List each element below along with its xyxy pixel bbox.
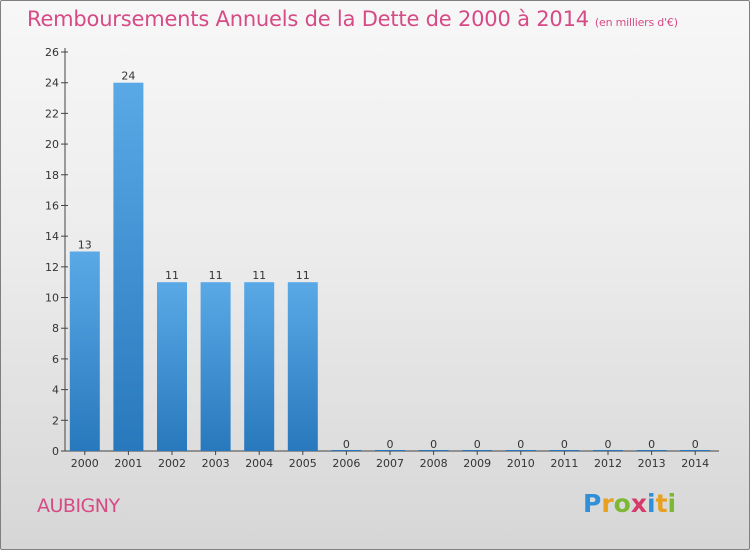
logo-letter: r xyxy=(601,489,614,518)
y-tick-label: 14 xyxy=(45,230,59,243)
bar-value-label: 0 xyxy=(387,438,394,451)
logo-letter: i xyxy=(667,489,677,518)
x-tick-label: 2004 xyxy=(245,457,273,470)
bar xyxy=(157,282,187,451)
bar-value-label: 0 xyxy=(692,438,699,451)
x-tick-label: 2008 xyxy=(420,457,448,470)
y-tick-label: 16 xyxy=(45,199,59,212)
bar xyxy=(69,251,100,451)
bar xyxy=(680,450,711,451)
x-tick-label: 2001 xyxy=(114,457,142,470)
bar-value-label: 11 xyxy=(296,269,310,282)
y-tick-label: 10 xyxy=(45,292,59,305)
bar xyxy=(549,450,580,451)
y-tick-label: 18 xyxy=(45,169,59,182)
x-tick-label: 2006 xyxy=(332,457,360,470)
y-tick-label: 22 xyxy=(45,107,59,120)
bar-value-label: 0 xyxy=(605,438,612,451)
city-name: AUBIGNY xyxy=(37,495,120,517)
x-tick-label: 2007 xyxy=(376,457,404,470)
bar xyxy=(375,450,405,451)
bar xyxy=(287,282,318,451)
logo-letter: i xyxy=(647,489,656,518)
chart-title-unit: (en milliers d'€) xyxy=(594,16,678,29)
bar xyxy=(462,450,493,451)
bar-value-label: 11 xyxy=(165,269,179,282)
bar xyxy=(113,82,144,451)
chart-title-text: Remboursements Annuels de la Dette de 20… xyxy=(27,7,589,31)
bar-value-label: 0 xyxy=(343,438,350,451)
x-tick-label: 2013 xyxy=(638,457,666,470)
bar-value-label: 13 xyxy=(78,239,92,252)
bar-value-label: 11 xyxy=(209,269,223,282)
y-tick-label: 12 xyxy=(45,261,59,274)
y-tick-label: 20 xyxy=(45,138,59,151)
bar xyxy=(244,282,275,451)
bar-value-label: 0 xyxy=(561,438,568,451)
y-tick-label: 8 xyxy=(52,322,59,335)
logo-letter: o xyxy=(613,489,631,518)
bar xyxy=(636,450,667,451)
y-tick-label: 0 xyxy=(52,445,59,458)
proxiti-logo: Proxiti xyxy=(583,489,676,518)
x-tick-label: 2009 xyxy=(463,457,491,470)
y-tick-label: 2 xyxy=(52,414,59,427)
bar-value-label: 0 xyxy=(517,438,524,451)
x-tick-label: 2010 xyxy=(507,457,535,470)
x-tick-label: 2012 xyxy=(594,457,622,470)
x-tick-label: 2002 xyxy=(158,457,186,470)
y-tick-label: 26 xyxy=(45,46,59,59)
x-tick-label: 2014 xyxy=(681,457,709,470)
x-tick-label: 2011 xyxy=(550,457,578,470)
chart-title: Remboursements Annuels de la Dette de 20… xyxy=(27,7,678,31)
bar xyxy=(418,450,449,451)
y-tick-label: 4 xyxy=(52,384,59,397)
logo-letter: t xyxy=(655,489,668,518)
bar xyxy=(505,450,536,451)
logo-letter: x xyxy=(630,489,647,518)
bar-value-label: 0 xyxy=(648,438,655,451)
x-tick-label: 2005 xyxy=(289,457,317,470)
bar xyxy=(200,282,231,451)
bar xyxy=(331,450,362,451)
bar-value-label: 0 xyxy=(474,438,481,451)
bar-value-label: 11 xyxy=(252,269,266,282)
logo-letter: P xyxy=(583,489,602,518)
y-tick-label: 6 xyxy=(52,353,59,366)
x-tick-label: 2000 xyxy=(71,457,99,470)
y-tick-label: 24 xyxy=(45,77,59,90)
bar-value-label: 24 xyxy=(121,70,135,83)
bar xyxy=(593,450,623,451)
x-tick-label: 2003 xyxy=(202,457,230,470)
bar-value-label: 0 xyxy=(430,438,437,451)
